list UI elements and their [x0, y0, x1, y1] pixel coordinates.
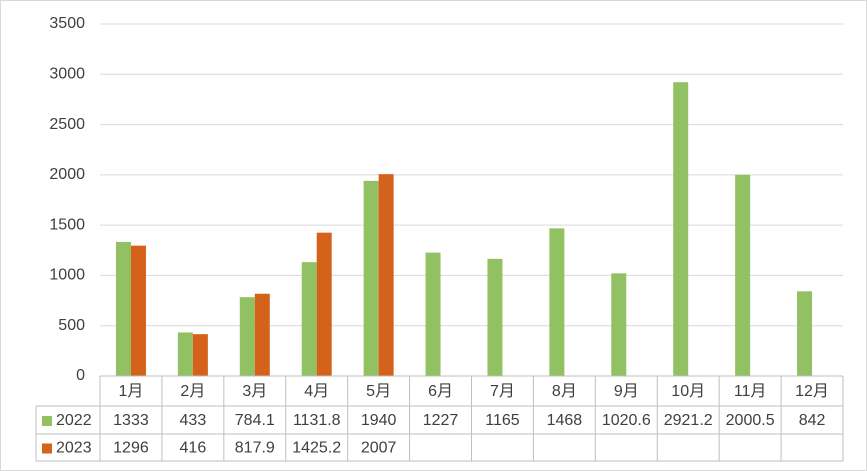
- legend-swatch: [42, 443, 52, 454]
- y-tick-label: 3000: [49, 66, 85, 83]
- table-cell: 1227: [423, 412, 459, 429]
- y-tick-label: 2000: [49, 166, 85, 183]
- x-tick-label: 5月: [366, 383, 391, 400]
- table-cell: 1468: [547, 412, 583, 429]
- table-cell: 1020.6: [602, 412, 651, 429]
- x-tick-label: 12月: [795, 383, 829, 400]
- table-cell: 784.1: [235, 412, 275, 429]
- table-cell: 842: [799, 412, 826, 429]
- bar: [549, 228, 565, 376]
- x-tick-label: 3月: [242, 383, 267, 400]
- table-cell: 2921.2: [664, 412, 713, 429]
- bar: [487, 258, 503, 376]
- bar: [115, 241, 131, 376]
- x-tick-label: 11月: [734, 383, 767, 400]
- x-tick-label: 8月: [552, 383, 577, 400]
- table-cell: 433: [180, 412, 207, 429]
- table-cell: 1333: [113, 412, 149, 429]
- bar: [425, 252, 441, 376]
- table-cell: 416: [180, 440, 207, 457]
- y-tick-label: 3500: [49, 15, 85, 32]
- x-tick-label: 9月: [614, 383, 639, 400]
- bar: [301, 262, 317, 376]
- table-cell: 817.9: [235, 440, 275, 457]
- bar: [673, 82, 689, 376]
- legend-label: 2023: [56, 440, 92, 457]
- bar: [239, 297, 255, 376]
- x-tick-label: 6月: [428, 383, 453, 400]
- x-tick-label: 10月: [671, 383, 705, 400]
- x-tick-label: 1月: [119, 383, 144, 400]
- table-cell: 1425.2: [292, 440, 341, 457]
- bar: [177, 332, 193, 376]
- table-cell: 1165: [485, 412, 520, 429]
- x-tick-label: 2月: [180, 383, 205, 400]
- table-cell: 1131.8: [293, 412, 341, 429]
- bar: [735, 174, 751, 376]
- bar: [363, 180, 379, 376]
- bar: [254, 293, 270, 376]
- table-cell: 2007: [361, 440, 397, 457]
- legend-label: 2022: [56, 412, 92, 429]
- y-tick-label: 500: [58, 317, 85, 334]
- bar: [378, 174, 394, 376]
- y-tick-label: 2500: [49, 116, 85, 133]
- bar: [192, 334, 208, 376]
- x-tick-label: 7月: [490, 383, 515, 400]
- table-cell: 1940: [361, 412, 397, 429]
- y-tick-label: 0: [76, 367, 85, 384]
- bar: [130, 245, 146, 376]
- table-cell: 1296: [113, 440, 149, 457]
- bar: [316, 232, 332, 376]
- bar: [797, 291, 813, 376]
- y-tick-label: 1000: [49, 267, 85, 284]
- legend-swatch: [42, 416, 52, 426]
- x-tick-label: 4月: [304, 383, 329, 400]
- bar: [611, 273, 627, 376]
- table-cell: 2000.5: [726, 412, 775, 429]
- y-tick-label: 1500: [49, 216, 85, 233]
